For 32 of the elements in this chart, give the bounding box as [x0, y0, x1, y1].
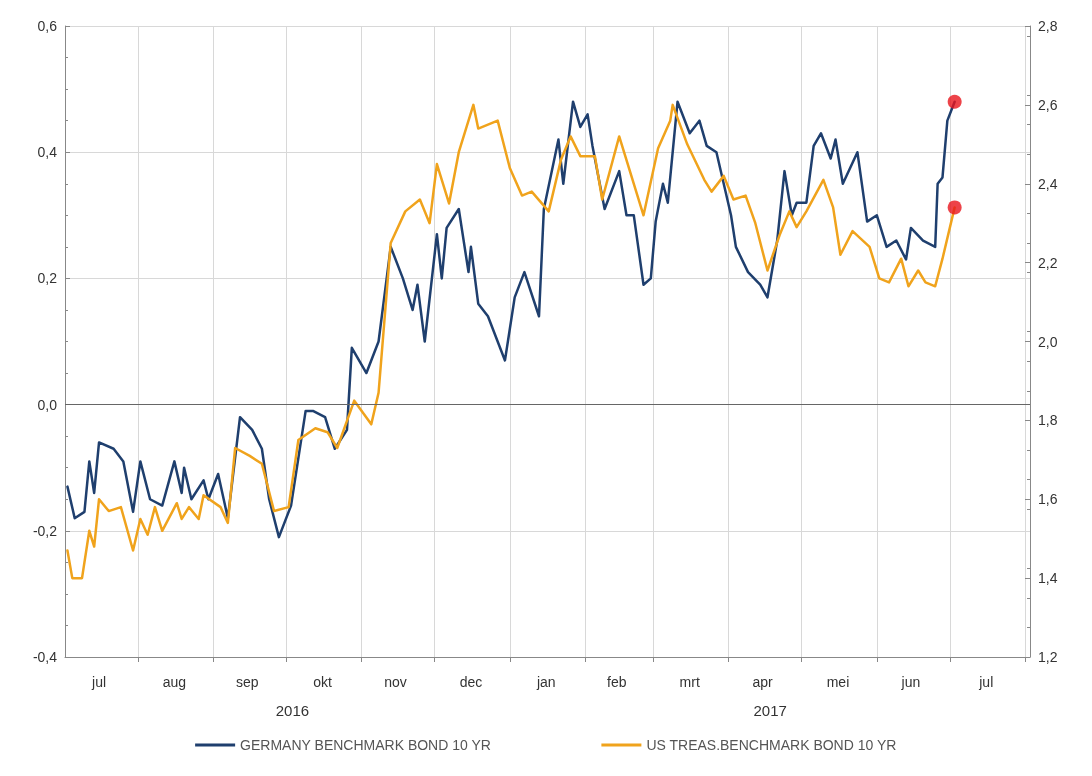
y2-tick-label: 1,6	[1038, 491, 1058, 508]
x-tick-label: jul	[91, 674, 107, 690]
y-tick-label: 0,2	[37, 270, 58, 287]
y2-tick-label: 2,0	[1038, 333, 1058, 350]
y2-tick-label: 1,4	[1038, 570, 1058, 587]
text: 2017	[753, 702, 787, 719]
x-tick-label: dec	[459, 674, 483, 690]
x-tick-label: aug	[162, 674, 187, 690]
y-tick-label: 0,6	[37, 18, 58, 34]
x-tick-label: okt	[313, 674, 333, 690]
x-tick-label: mrt	[679, 674, 700, 690]
x-tick-label: mei	[826, 674, 850, 690]
y2-tick-label: 2,6	[1038, 96, 1058, 113]
y-tick-label: 0,4	[37, 144, 58, 161]
y-tick-label: -0,4	[32, 649, 58, 665]
legend-label: US TREAS.BENCHMARK BOND 10 YR	[646, 737, 897, 753]
y2-tick-label: 2,4	[1038, 175, 1058, 192]
y-tick-label: 0,0	[37, 396, 58, 413]
y2-tick-label: 2,2	[1038, 254, 1058, 271]
x-tick-label: jul	[978, 674, 994, 690]
x-tick-label: sep	[236, 674, 259, 690]
x-tick-label: nov	[384, 674, 407, 690]
y-tick-label: -0,2	[32, 522, 58, 539]
y2-tick-label: 2,8	[1038, 18, 1058, 34]
x-tick-label: jan	[535, 674, 556, 690]
y2-tick-label: 1,2	[1038, 649, 1058, 665]
x-tick-label: apr	[752, 674, 774, 690]
y2-tick-label: 1,8	[1038, 412, 1058, 429]
x-tick-label: feb	[607, 674, 627, 690]
legend-label: GERMANY BENCHMARK BOND 10 YR	[240, 737, 491, 753]
text: 2016	[275, 702, 310, 719]
x-tick-label: jun	[900, 674, 921, 690]
